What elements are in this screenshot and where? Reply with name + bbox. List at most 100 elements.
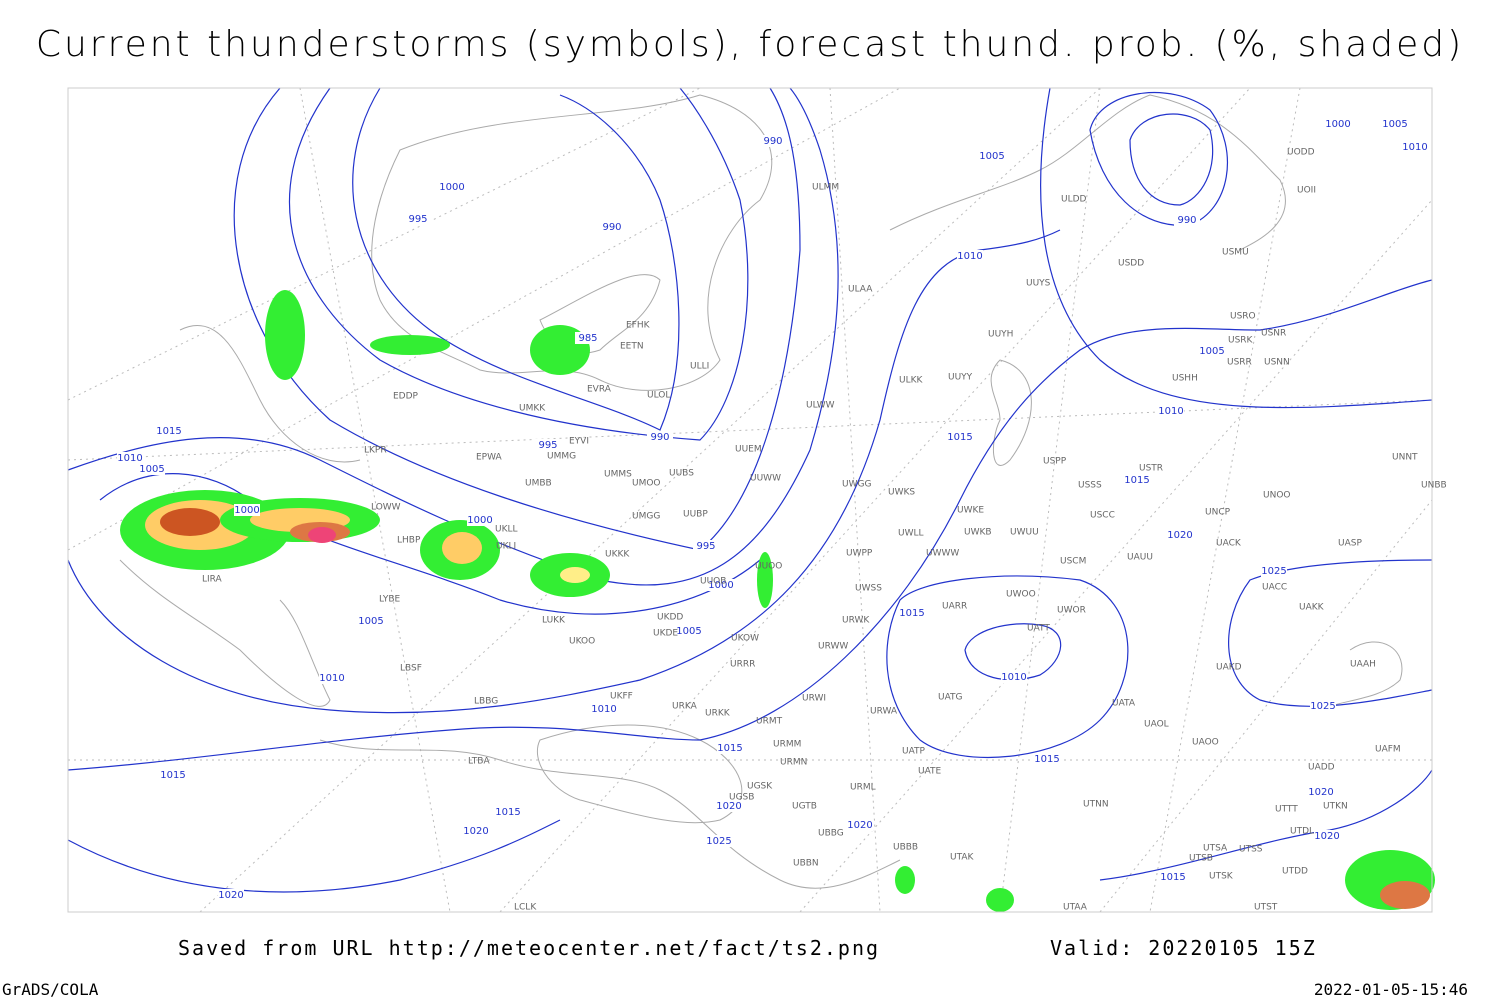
station-label: UBBB <box>893 843 918 853</box>
station-label: UTSB <box>1189 854 1213 864</box>
station-label: UACC <box>1262 583 1287 593</box>
isobar-label-bg <box>693 540 719 552</box>
isobar-label-bg <box>676 625 702 637</box>
isobar-label: 1010 <box>1158 406 1183 417</box>
station-label: ULDD <box>1061 195 1087 205</box>
station-label: ULAA <box>848 285 873 295</box>
isobar-label-bg <box>847 819 873 831</box>
isobar-label: 1010 <box>591 704 616 715</box>
station-label: UWWW <box>926 549 959 559</box>
station-label: UATG <box>938 693 963 703</box>
isobar-label-bg <box>117 452 143 464</box>
isobar-label-bg <box>1124 474 1150 486</box>
station-label: UNOO <box>1263 491 1291 501</box>
isobar-label: 1000 <box>234 505 259 516</box>
isobar-label-bg <box>706 835 732 847</box>
station-label: UATP <box>902 747 926 757</box>
station-label: UADD <box>1308 763 1335 773</box>
station-label: UNCP <box>1205 508 1231 518</box>
isobar-label-bg <box>1382 118 1408 130</box>
isobar-label: 1005 <box>676 626 701 637</box>
station-label: LIRA <box>202 575 223 585</box>
station-label: UARR <box>942 602 967 612</box>
station-label: USMU <box>1222 248 1249 258</box>
isobar-label-bg <box>1034 753 1060 765</box>
isobar-label: 990 <box>650 432 669 443</box>
station-label: USCC <box>1090 511 1115 521</box>
isobar-label: 1010 <box>1402 142 1427 153</box>
isobar-label-bg <box>234 504 260 516</box>
station-label: USSS <box>1078 481 1102 491</box>
isobar-label: 1005 <box>1382 119 1407 130</box>
station-label: UBBN <box>793 859 819 869</box>
station-label: UTSA <box>1203 844 1228 854</box>
station-label: UATA <box>1112 699 1136 709</box>
station-label: URKA <box>672 702 698 712</box>
isobar-label: 1000 <box>439 182 464 193</box>
station-label: UUWW <box>750 474 781 484</box>
isobar-label: 1015 <box>899 608 924 619</box>
station-label: UAKD <box>1216 663 1242 673</box>
station-label: URWW <box>818 642 848 652</box>
station-label: UKLL <box>495 525 518 535</box>
isobar-label-bg <box>717 742 743 754</box>
station-label: UMMS <box>604 470 632 480</box>
station-label: ULMM <box>812 183 839 193</box>
station-label: UMKK <box>519 404 546 414</box>
station-label: EFHK <box>626 321 651 331</box>
isobar-label-bg <box>1174 214 1200 226</box>
isobar-label: 1005 <box>139 464 164 475</box>
station-label: UWUU <box>1010 528 1039 538</box>
station-label: UWKE <box>957 506 984 516</box>
station-label: UUYH <box>988 330 1013 340</box>
station-label: UNBB <box>1421 481 1447 491</box>
station-label: UTST <box>1254 903 1278 913</box>
station-label: UWOR <box>1057 606 1086 616</box>
coastlines <box>119 94 1403 889</box>
isobar-label-bg <box>957 250 983 262</box>
station-label: URWA <box>870 707 898 717</box>
isobar-label: 1010 <box>957 251 982 262</box>
isobar-label-bg <box>467 514 493 526</box>
station-label: EDDP <box>393 392 419 402</box>
isobar-label-bg <box>1199 345 1225 357</box>
station-label: UTDL <box>1290 827 1314 837</box>
title: Current thunderstorms (symbols), forecas… <box>36 24 1464 65</box>
isobar-label: 1015 <box>1034 754 1059 765</box>
station-label: UAUU <box>1127 553 1153 563</box>
station-label: UMBB <box>525 479 552 489</box>
isobar-label: 1000 <box>467 515 492 526</box>
station-label: USCM <box>1060 557 1086 567</box>
isobar-label: 1025 <box>1310 701 1335 712</box>
isobar-label: 1015 <box>717 743 742 754</box>
station-label: URWK <box>842 616 870 626</box>
station-label: USRR <box>1227 358 1252 368</box>
station-label: UTAK <box>950 853 975 863</box>
isobar-label: 1015 <box>160 770 185 781</box>
station-label: LHBP <box>397 536 421 546</box>
station-label: USDD <box>1118 259 1144 269</box>
isobar-label-bg <box>463 825 489 837</box>
station-label: UGSK <box>747 782 773 792</box>
isobar-label-bg <box>1310 700 1336 712</box>
isobar-label: 1020 <box>716 801 741 812</box>
isobar-label: 1025 <box>1261 566 1286 577</box>
isobar-label-bg <box>495 806 521 818</box>
thunderstorm-probability-shading <box>120 290 1435 912</box>
station-label: URWI <box>802 694 826 704</box>
station-label: UTTT <box>1275 805 1298 815</box>
station-label: URRR <box>730 660 755 670</box>
station-label: EVRA <box>587 385 612 395</box>
station-label: ULLI <box>690 362 709 372</box>
station-label: UKOW <box>731 634 759 644</box>
isobar-label-bg <box>156 425 182 437</box>
station-label: UTSS <box>1239 845 1263 855</box>
station-label: USNN <box>1264 358 1290 368</box>
isobar-label: 1020 <box>1308 787 1333 798</box>
station-label: LBBG <box>474 697 498 707</box>
station-label: UKLI <box>496 542 516 552</box>
isobar-label-bg <box>1402 141 1428 153</box>
station-label: UKKK <box>605 550 630 560</box>
station-label: UASP <box>1338 539 1362 549</box>
station-label: UGSB <box>729 793 754 803</box>
